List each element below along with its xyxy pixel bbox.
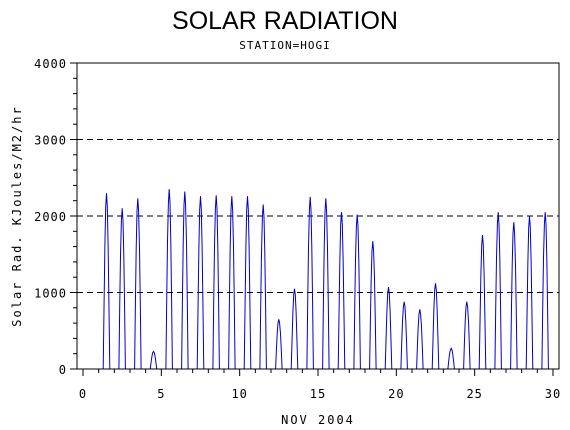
x-tick-label: 10 bbox=[231, 387, 247, 401]
chart-subtitle: STATION=HOGI bbox=[239, 39, 330, 52]
x-tick-label: 0 bbox=[79, 387, 87, 401]
series-line-solar-radiation bbox=[83, 189, 553, 370]
y-tick-label: 1000 bbox=[34, 287, 67, 301]
chart-title: SOLAR RADIATION bbox=[172, 7, 398, 35]
x-tick-label: 25 bbox=[466, 387, 482, 401]
x-axis: 0 5 10 15 20 25 30 bbox=[79, 369, 561, 401]
x-tick-label: 15 bbox=[310, 387, 326, 401]
y-tick-label: 3000 bbox=[34, 134, 67, 148]
x-tick-label: 5 bbox=[157, 387, 165, 401]
x-tick-label: 30 bbox=[545, 387, 561, 401]
y-tick-label: 4000 bbox=[34, 57, 67, 71]
grid-lines bbox=[77, 62, 559, 293]
y-axis-label: Solar Rad. KJoules/M2/hr bbox=[10, 105, 24, 326]
y-tick-label: 0 bbox=[59, 363, 67, 377]
y-tick-label: 2000 bbox=[34, 210, 67, 224]
x-axis-label: NOV 2004 bbox=[281, 413, 355, 427]
y-axis: 0 1000 2000 3000 4000 bbox=[34, 57, 77, 377]
x-tick-label: 20 bbox=[388, 387, 404, 401]
